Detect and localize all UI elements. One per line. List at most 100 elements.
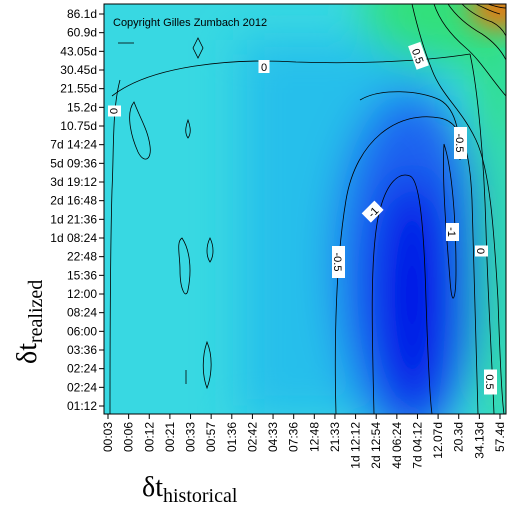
contour-label: 0.5 xyxy=(408,41,429,70)
x-tick-label: 1d 12:12 xyxy=(349,422,363,469)
contour-label: 0.5 xyxy=(483,369,497,395)
contour-label-text: 0 xyxy=(107,108,119,114)
contour-label: 0 xyxy=(107,105,121,117)
x-axis-label: δthistorical xyxy=(142,472,238,507)
y-axis-label-symbol: δt xyxy=(12,343,43,364)
contour-label: 0 xyxy=(474,245,488,257)
y-tick-label: 5d 09:36 xyxy=(50,156,97,170)
y-tick-label: 15.2d xyxy=(67,100,97,114)
contour-label: -1 xyxy=(361,200,384,223)
x-tick-label: 4d 06:24 xyxy=(390,422,404,469)
y-tick-label: 08:24 xyxy=(67,306,97,320)
contour-05 xyxy=(411,4,505,414)
y-tick-label: 03:36 xyxy=(67,343,97,357)
contour-label: -0.5 xyxy=(453,127,467,159)
contour-label-text: -0.5 xyxy=(331,253,343,272)
contour-neg1-right xyxy=(443,143,457,299)
x-axis: 00:03 00:06 00:12 00:21 00:33 00:57 01:36 02:42… xyxy=(101,414,507,469)
x-tick-label: 00:03 xyxy=(101,422,115,452)
y-tick-label: 21.55d xyxy=(60,82,97,96)
x-tick-label: 12:48 xyxy=(307,422,321,452)
contour-label: 0 xyxy=(258,60,270,74)
x-tick-label: 00:12 xyxy=(142,422,156,452)
contour-small-b xyxy=(206,237,214,263)
contour-label-text: 0 xyxy=(474,248,486,254)
x-tick-label: 00:57 xyxy=(204,422,218,452)
contour-15 xyxy=(447,4,506,61)
contour-neg1 xyxy=(371,174,433,414)
plot-frame xyxy=(103,3,507,415)
field-green xyxy=(360,4,506,65)
x-axis-label-subscript: historical xyxy=(163,485,238,507)
y-tick-label: 43.05d xyxy=(60,44,97,58)
y-tick-label: 15:36 xyxy=(67,268,97,282)
contour-label-bg xyxy=(454,127,467,159)
y-tick-label: 02:24 xyxy=(67,362,97,376)
y-axis-label: δtrealized xyxy=(12,280,47,364)
contour-2 xyxy=(461,4,506,37)
x-axis-label-symbol: δt xyxy=(142,472,163,503)
y-tick-label: 30.45d xyxy=(60,63,97,77)
contour-label-text: -0.5 xyxy=(453,134,465,153)
x-tick-label: 20.3d xyxy=(452,422,466,452)
x-tick-label: 34.13d xyxy=(472,422,486,459)
contour-25 xyxy=(475,4,501,15)
y-tick-label: 2d 16:48 xyxy=(50,194,97,208)
contour-label-bg xyxy=(475,245,488,257)
y-tick-label: 1d 21:36 xyxy=(50,212,97,226)
y-axis-label-subscript: realized xyxy=(25,280,47,343)
contour-labels: 0 0 -0.5 -1 -0.5 -1 0 0.5 0.5 xyxy=(107,41,497,395)
contour-label-bg xyxy=(484,369,497,395)
heatmap-peak xyxy=(470,4,506,28)
x-tick-label: 2d 12:54 xyxy=(369,422,383,469)
field-deep-blue xyxy=(374,175,450,414)
y-tick-label: 7d 14:24 xyxy=(50,138,97,152)
contour-label-text: 0.5 xyxy=(483,374,495,389)
contour-label-bg xyxy=(446,223,459,241)
contour-zero-right xyxy=(469,53,495,414)
contour-label-bg xyxy=(408,41,429,70)
x-tick-label: 07:36 xyxy=(287,422,301,452)
x-tick-label: 00:33 xyxy=(184,422,198,452)
y-tick-label: 01:12 xyxy=(67,399,97,413)
contour-small-c xyxy=(202,340,212,390)
x-tick-label: 01:36 xyxy=(225,422,239,452)
contour-label-bg xyxy=(332,246,345,278)
y-tick-label: 60.9d xyxy=(67,26,97,40)
heatmap-surface: 0 0 -0.5 -1 -0.5 -1 0 0.5 0.5 Copyright Gilles Z… xyxy=(104,4,506,414)
contour-label-text: 0.5 xyxy=(409,47,426,65)
x-tick-label: 04:33 xyxy=(266,422,280,452)
x-tick-label: 12.07d xyxy=(431,422,445,459)
x-tick-label: 57.4d xyxy=(493,422,507,452)
contour-zero-island xyxy=(129,101,151,160)
heatmap-field xyxy=(240,4,506,414)
x-tick-label: 00:21 xyxy=(163,422,177,452)
contour-label-bg xyxy=(108,105,121,117)
y-tick-label: 02:24 xyxy=(67,380,97,394)
y-tick-label: 3d 19:12 xyxy=(50,175,97,189)
x-tick-label: 02:42 xyxy=(245,422,259,452)
y-tick-label: 1d 08:24 xyxy=(50,231,97,245)
y-tick-label: 12:00 xyxy=(67,287,97,301)
contour-label-text: -1 xyxy=(445,227,457,237)
copyright-notice: Copyright Gilles Zumbach 2012 xyxy=(113,17,267,29)
contour-label-bg xyxy=(258,60,270,73)
contour-label-text: 0 xyxy=(261,62,267,74)
x-tick-label: 21:33 xyxy=(328,422,342,452)
contour-label: -1 xyxy=(445,223,459,241)
y-tick-label: 22:48 xyxy=(67,250,97,264)
y-tick-label: 86.1d xyxy=(67,7,97,21)
contour-1 xyxy=(433,4,506,97)
y-axis: 86.1d 60.9d 43.05d 30.45d 21.55d 15.2d 10.75d 7… xyxy=(50,7,104,413)
contour-label-bg xyxy=(361,200,384,223)
contour-small-mid xyxy=(178,237,191,295)
y-tick-label: 06:00 xyxy=(67,324,97,338)
contour-small-d xyxy=(185,118,191,139)
field-peak xyxy=(470,4,506,28)
y-tick-label: 10.75d xyxy=(60,119,97,133)
contour-label: -0.5 xyxy=(331,246,345,278)
contour-small-top xyxy=(192,37,204,59)
x-tick-label: 7d 04:12 xyxy=(410,422,424,469)
x-tick-label: 00:06 xyxy=(122,422,136,452)
